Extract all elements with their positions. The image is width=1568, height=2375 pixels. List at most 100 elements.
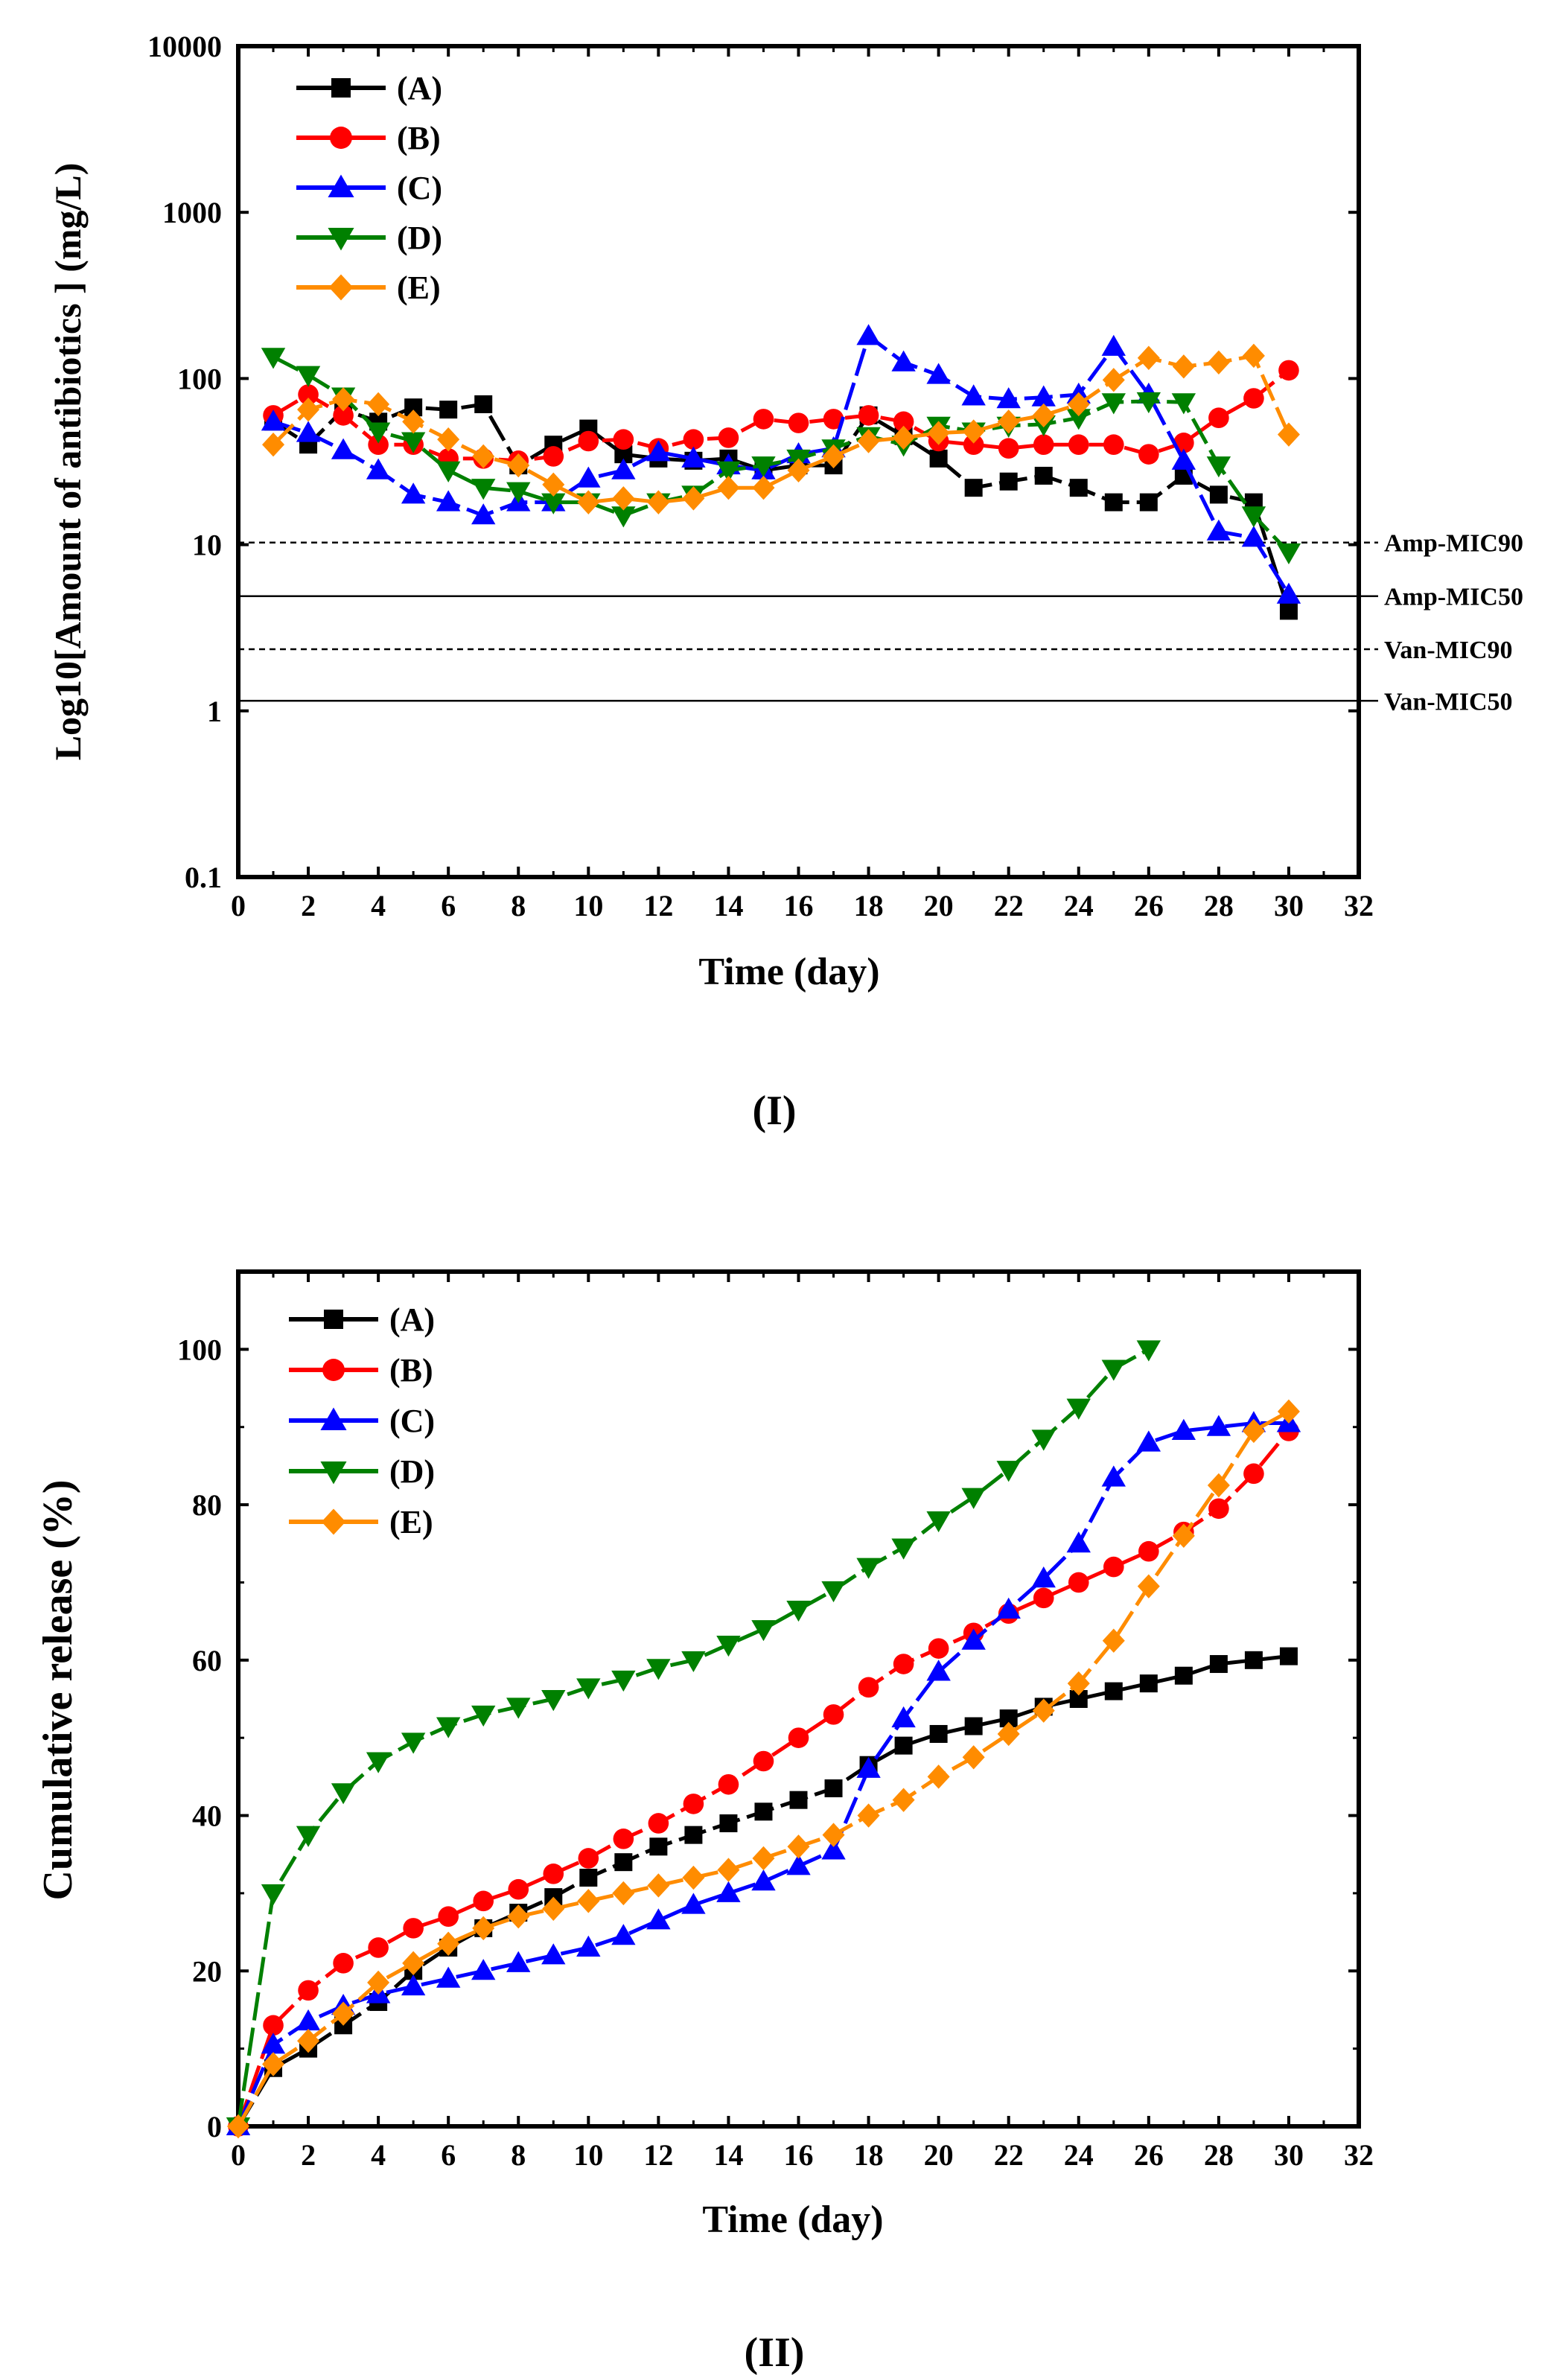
- series-C-point: [1206, 1415, 1231, 1436]
- series-B-point: [298, 1980, 319, 2001]
- series-C-point: [681, 1893, 706, 1914]
- x-tick-label: 14: [713, 2138, 743, 2172]
- legend-label: (B): [397, 120, 441, 156]
- panel1-ticks: 0 2 4 6 8 10 12 14 16 18 20 22 24 26 28 30 320.111010010…: [147, 30, 1374, 922]
- x-tick-label: 20: [924, 889, 954, 922]
- series-C-point: [436, 1966, 461, 1988]
- y-tick-label: 10000: [147, 30, 222, 63]
- x-tick-label: 20: [924, 2138, 954, 2172]
- legend-label: (D): [389, 1453, 435, 1490]
- series-E-point: [1102, 1628, 1125, 1653]
- x-tick-label: 2: [301, 2138, 316, 2172]
- x-tick-label: 26: [1134, 2138, 1164, 2172]
- series-C-point: [1031, 1566, 1056, 1588]
- series-E-point: [1207, 350, 1230, 374]
- series-C-point: [261, 2033, 286, 2054]
- series-C-point: [1101, 334, 1126, 356]
- series-E-point: [1102, 368, 1125, 392]
- series-C-point: [541, 1943, 566, 1965]
- series-B-point: [368, 1937, 389, 1958]
- panel2-legend: (A) (B) (C) (D) (E): [289, 1301, 435, 1540]
- series-B-point: [683, 429, 704, 450]
- legend-marker: [328, 228, 354, 251]
- legend-item-A: (A): [296, 70, 442, 106]
- series-C-point: [1276, 582, 1301, 604]
- series-B-point: [928, 1638, 949, 1659]
- chart-panel-2: 0 2 4 6 8 10 12 14 16 18 20 22 24 26 28 30 3202040608010…: [35, 1269, 1374, 2375]
- x-tick-label: 18: [854, 2138, 884, 2172]
- legend-marker: [320, 1407, 347, 1430]
- series-E-point: [402, 1951, 425, 1976]
- series-E-point: [1207, 1473, 1230, 1498]
- series-D-point: [541, 493, 566, 514]
- y-tick-label: 1000: [162, 196, 222, 229]
- series-B-point: [298, 384, 319, 405]
- legend-item-B: (B): [296, 120, 441, 156]
- series-D-point: [856, 1558, 881, 1579]
- series-C-point: [926, 1660, 951, 1681]
- series-B-point: [1103, 1556, 1124, 1578]
- panel1-legend: (A) (B) (C) (D) (E): [296, 70, 442, 306]
- legend-marker: [328, 174, 354, 197]
- series-B-point: [823, 1704, 844, 1725]
- series-B-point: [1243, 388, 1264, 409]
- series-E-point: [1137, 345, 1160, 370]
- series-A-point: [894, 1736, 913, 1755]
- series-A-point: [684, 1826, 703, 1844]
- legend-marker: [331, 78, 351, 98]
- series-E-point: [647, 1873, 670, 1898]
- series-C-point: [506, 1951, 531, 1972]
- series-E-point: [507, 1904, 530, 1929]
- panel2-series: [226, 1340, 1301, 2139]
- series-E-point: [1277, 1399, 1300, 1424]
- series-D-point: [1031, 1429, 1056, 1451]
- series-C-point: [401, 482, 426, 504]
- y-tick-label: 60: [192, 1644, 222, 1677]
- series-B-point: [1243, 1463, 1264, 1485]
- series-B-point: [1278, 360, 1299, 381]
- series-B-point: [333, 405, 354, 426]
- x-tick-label: 6: [441, 2138, 456, 2172]
- legend-marker: [320, 1461, 347, 1485]
- x-tick-label: 32: [1344, 2138, 1374, 2172]
- series-B-point: [788, 412, 809, 433]
- series-E-point: [472, 1916, 495, 1941]
- series-E-point: [892, 1788, 915, 1812]
- series-C-point: [681, 446, 706, 468]
- series-C-point: [1066, 1531, 1091, 1553]
- chart-panel-1: 0 2 4 6 8 10 12 14 16 18 20 22 24 26 28 30 320.111010010…: [47, 30, 1523, 1134]
- x-tick-label: 30: [1274, 889, 1304, 922]
- series-A-point: [719, 1814, 738, 1832]
- series-D-point: [681, 1651, 706, 1673]
- reference-line-label: Amp-MIC90: [1384, 530, 1523, 558]
- series-B-point: [893, 1654, 914, 1674]
- y-tick-label: 0.1: [185, 861, 222, 894]
- series-C-point: [611, 458, 636, 479]
- y-tick-label: 20: [192, 1954, 222, 1988]
- series-C-point: [1171, 448, 1196, 470]
- series-B-point: [998, 438, 1019, 459]
- x-tick-label: 22: [994, 889, 1024, 922]
- series-B-point: [858, 1677, 879, 1698]
- series-C-point: [1171, 1418, 1196, 1440]
- series-B-point: [508, 1878, 529, 1900]
- legend-marker: [328, 274, 354, 301]
- series-A-point: [754, 1802, 773, 1821]
- series-E-point: [472, 444, 495, 469]
- panel1-xlabel: Time (day): [698, 951, 879, 993]
- series-A-point: [929, 449, 948, 468]
- series-A-point: [964, 1717, 983, 1735]
- series-E-point: [927, 1764, 950, 1789]
- x-tick-label: 24: [1064, 889, 1094, 922]
- series-D-point: [506, 1697, 531, 1719]
- series-E-point: [717, 475, 740, 500]
- x-tick-label: 2: [301, 889, 316, 922]
- series-E-point: [857, 1803, 880, 1828]
- panel1-series: [261, 324, 1301, 620]
- series-C-point: [961, 384, 986, 406]
- series-C: [226, 1411, 1301, 2135]
- series-B-point: [753, 409, 774, 430]
- series-E-point: [997, 1721, 1020, 1747]
- x-tick-label: 22: [994, 2138, 1024, 2172]
- series-C-point: [471, 1959, 496, 1980]
